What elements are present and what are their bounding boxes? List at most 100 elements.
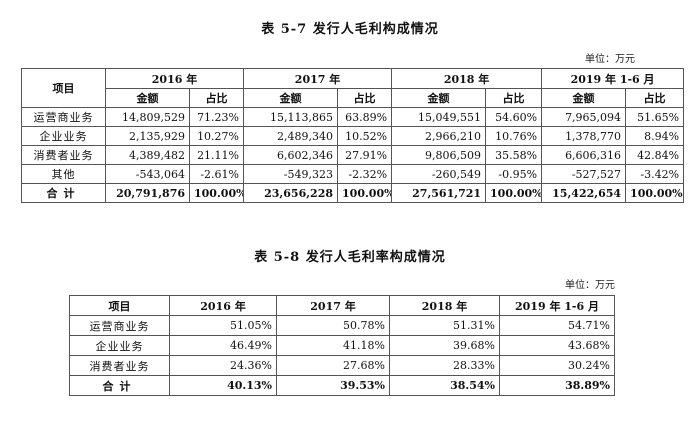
table-cell: 10.76% (485, 126, 543, 146)
table-cell: 1,378,770 (541, 126, 627, 146)
table-cell: -549,323 (243, 164, 339, 184)
amount-header: 金额 (391, 88, 487, 108)
table-row: 运营商业务 51.05% 50.78% 51.31% 54.71% (69, 315, 615, 336)
table-cell: 23,656,228 (243, 183, 339, 203)
table-cell: 71.23% (188, 107, 245, 127)
table1-item-header: 项目 (21, 68, 106, 108)
total-row: 合计 20,791,876 100.00% 23,656,228 100.00%… (21, 183, 685, 203)
table-row: 企业业务 46.49% 41.18% 39.68% 43.68% (69, 335, 615, 356)
row-label: 其他 (21, 164, 106, 184)
table-cell: 7,965,094 (541, 107, 627, 127)
ratio-header: 占比 (485, 88, 543, 108)
table-cell: 41.18% (276, 335, 390, 356)
table1-unit: 单位：万元 (585, 54, 635, 65)
table-cell: 14,809,529 (105, 107, 190, 127)
table-cell: 2,489,340 (243, 126, 339, 146)
table2-header-row: 项目 2016 年 2017 年 2018 年 2019 年 1-6 月 (69, 295, 615, 316)
table-cell: 4,389,482 (105, 145, 190, 165)
table-cell: -543,064 (105, 164, 190, 184)
table-cell: 15,113,865 (243, 107, 339, 127)
table-cell: -3.42% (625, 164, 685, 184)
table-cell: 39.53% (276, 375, 390, 396)
row-label: 消费者业务 (21, 145, 106, 165)
table1-year-header: 2017 年 (243, 68, 393, 89)
table-row: 运营商业务 14,809,529 71.23% 15,113,865 63.89… (21, 107, 685, 127)
row-label: 消费者业务 (69, 355, 170, 376)
row-label: 运营商业务 (69, 315, 170, 336)
table-cell: 100.00% (337, 183, 393, 203)
table-cell: 43.68% (499, 335, 615, 356)
table-cell: 6,606,316 (541, 145, 627, 165)
table-cell: 100.00% (485, 183, 543, 203)
ratio-header: 占比 (337, 88, 393, 108)
table2-year-header: 2016 年 (169, 295, 277, 316)
table-cell: 38.54% (389, 375, 500, 396)
ratio-header: 占比 (625, 88, 685, 108)
table1-title: 表 5-7 发行人毛利构成情况 (261, 22, 439, 37)
row-label: 企业业务 (69, 335, 170, 356)
table2-year-header: 2017 年 (276, 295, 390, 316)
gross-margin-table: 项目 2016 年 2017 年 2018 年 2019 年 1-6 月 运营商… (69, 295, 615, 396)
table-cell: 40.13% (169, 375, 277, 396)
total-label: 合计 (69, 375, 170, 396)
table-row: 其他 -543,064 -2.61% -549,323 -2.32% -260,… (21, 164, 685, 184)
table-row: 消费者业务 24.36% 27.68% 28.33% 30.24% (69, 355, 615, 376)
table-cell: 9,806,509 (391, 145, 487, 165)
amount-header: 金额 (541, 88, 627, 108)
table-cell: 24.36% (169, 355, 277, 376)
table1-subheader-row: 金额 占比 金额 占比 金额 占比 金额 占比 (22, 88, 685, 108)
row-label: 企业业务 (21, 126, 106, 146)
table-cell: 35.58% (485, 145, 543, 165)
table-cell: 15,049,551 (391, 107, 487, 127)
amount-header: 金额 (243, 88, 339, 108)
table2-year-header: 2018 年 (389, 295, 500, 316)
table2-title: 表 5-8 发行人毛利率构成情况 (254, 250, 446, 265)
table-cell: -527,527 (541, 164, 627, 184)
table-cell: 46.49% (169, 335, 277, 356)
table-cell: 100.00% (625, 183, 685, 203)
table-cell: 6,602,346 (243, 145, 339, 165)
total-label: 合计 (21, 183, 106, 203)
amount-header: 金额 (105, 88, 190, 108)
table-cell: 21.11% (188, 145, 245, 165)
table-cell: 51.05% (169, 315, 277, 336)
table1-header-row: 项目 2016 年 2017 年 2018 年 2019 年 1-6 月 (21, 68, 685, 108)
table-cell: 28.33% (389, 355, 500, 376)
table-cell: 39.68% (389, 335, 500, 356)
table-cell: -2.32% (337, 164, 393, 184)
table-cell: 27.68% (276, 355, 390, 376)
total-row: 合计 40.13% 39.53% 38.54% 38.89% (69, 375, 615, 396)
table-cell: 2,135,929 (105, 126, 190, 146)
table-row: 企业业务 2,135,929 10.27% 2,489,340 10.52% 2… (21, 126, 685, 146)
table-row: 消费者业务 4,389,482 21.11% 6,602,346 27.91% … (21, 145, 685, 165)
table-cell: 63.89% (337, 107, 393, 127)
table2-unit: 单位：万元 (565, 280, 615, 291)
table-cell: 20,791,876 (105, 183, 190, 203)
table-cell: -260,549 (391, 164, 487, 184)
table-cell: 10.52% (337, 126, 393, 146)
table-cell: 27.91% (337, 145, 393, 165)
table-cell: 10.27% (188, 126, 245, 146)
table-cell: 54.60% (485, 107, 543, 127)
table1-year-header: 2018 年 (391, 68, 543, 89)
table-cell: 50.78% (276, 315, 390, 336)
table-cell: -2.61% (188, 164, 245, 184)
table2-item-header: 项目 (69, 295, 170, 316)
table-cell: 8.94% (625, 126, 685, 146)
table-cell: 51.31% (389, 315, 500, 336)
table-cell: 38.89% (499, 375, 615, 396)
row-label: 运营商业务 (21, 107, 106, 127)
table-cell: 42.84% (625, 145, 685, 165)
table-cell: 100.00% (188, 183, 245, 203)
table-cell: 54.71% (499, 315, 615, 336)
table-cell: 15,422,654 (541, 183, 627, 203)
table1-year-header: 2019 年 1-6 月 (541, 68, 685, 89)
table-cell: 27,561,721 (391, 183, 487, 203)
table-cell: -0.95% (485, 164, 543, 184)
table-cell: 30.24% (499, 355, 615, 376)
table2-year-header: 2019 年 1-6 月 (499, 295, 615, 316)
table-cell: 2,966,210 (391, 126, 487, 146)
table1-year-header: 2016 年 (104, 68, 245, 89)
table-cell: 51.65% (625, 107, 685, 127)
ratio-header: 占比 (188, 88, 245, 108)
